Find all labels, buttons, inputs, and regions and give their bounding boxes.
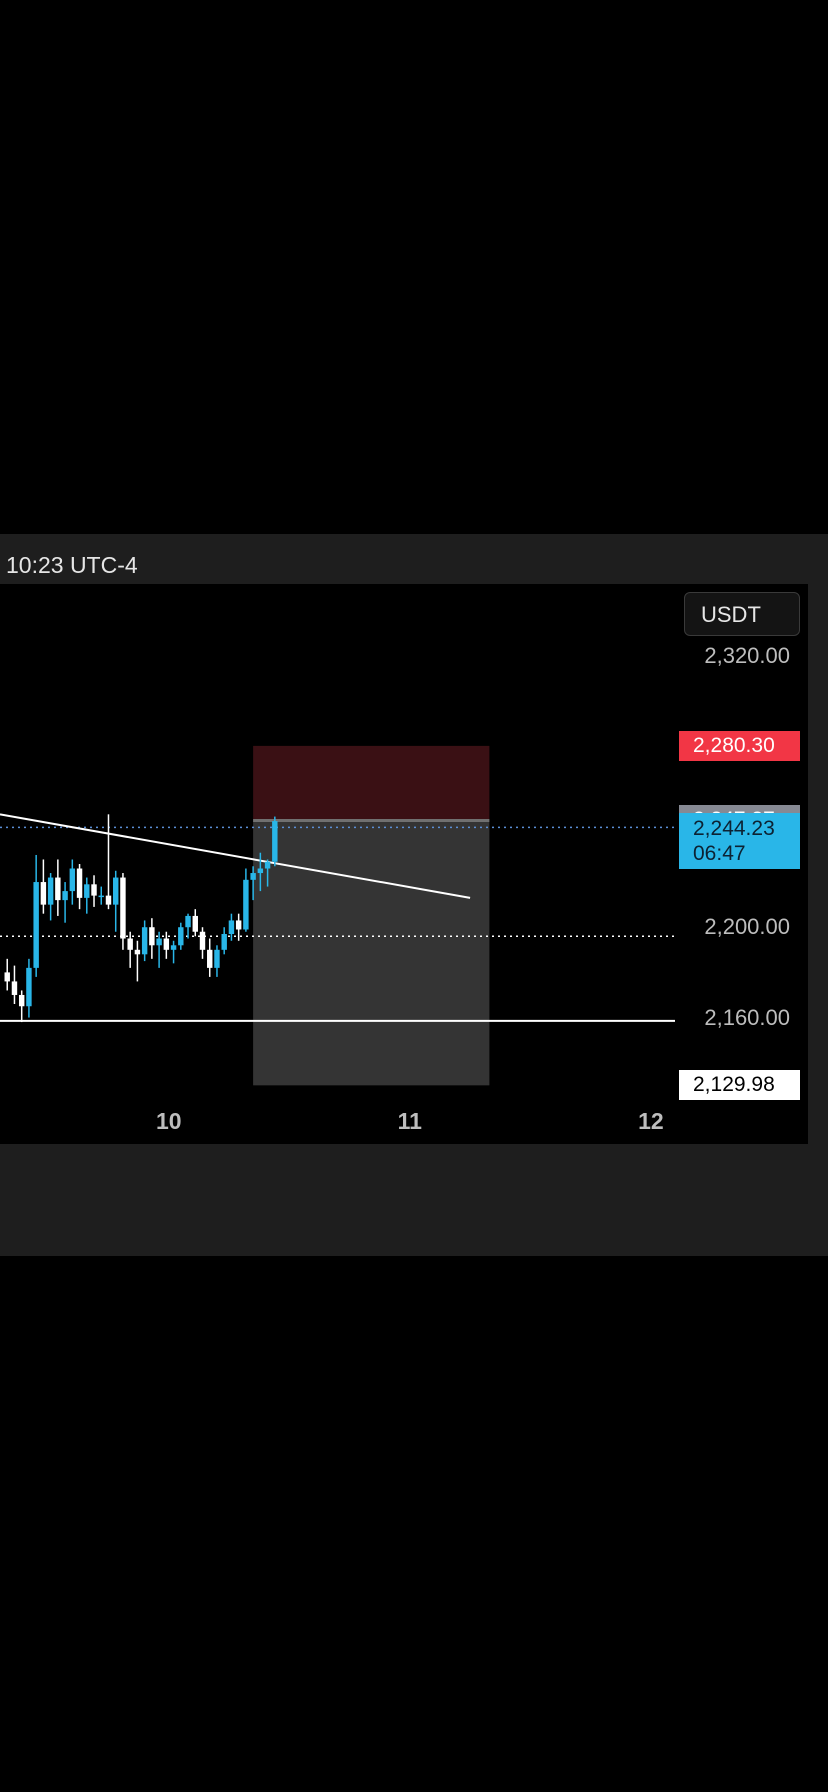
time-axis-tick: 11 bbox=[397, 1108, 422, 1134]
candle-countdown: 06:47 bbox=[693, 842, 746, 866]
candle-body bbox=[33, 882, 39, 968]
candle-body bbox=[228, 920, 235, 934]
candle-body bbox=[221, 934, 227, 950]
candle-body bbox=[11, 981, 18, 995]
candle-body bbox=[149, 927, 155, 946]
candle-body bbox=[113, 877, 119, 905]
chart-panel: 10:23 UTC-4 USDT 2,320.00 2,200.00 2,160… bbox=[0, 534, 828, 1256]
candle-body bbox=[257, 868, 264, 874]
candle-body bbox=[98, 895, 104, 898]
reward-zone bbox=[253, 820, 490, 1086]
stop-loss-price: 2,280.30 bbox=[693, 733, 775, 757]
chart-svg[interactable] bbox=[0, 584, 808, 1144]
price-tick-label: 2,160.00 bbox=[704, 1004, 790, 1030]
candle-body bbox=[207, 949, 213, 968]
candle-body bbox=[156, 938, 162, 946]
risk-zone bbox=[253, 745, 490, 821]
candle-body bbox=[55, 877, 61, 901]
candle-body bbox=[163, 938, 170, 950]
candle-body bbox=[250, 873, 256, 880]
candle-body bbox=[235, 920, 242, 930]
candle-body bbox=[40, 882, 47, 905]
candle-body bbox=[76, 868, 83, 898]
candle-body bbox=[120, 877, 126, 939]
candle-body bbox=[47, 877, 54, 905]
candle-body bbox=[243, 879, 249, 930]
target-price-badge: 2,129.98 bbox=[679, 1070, 800, 1101]
candle-body bbox=[26, 967, 32, 1007]
time-axis-tick: 10 bbox=[155, 1108, 182, 1134]
candle-body bbox=[91, 884, 97, 896]
current-price: 2,244.23 bbox=[693, 817, 775, 841]
candle-body bbox=[214, 949, 220, 968]
time-axis-tick: 12 bbox=[638, 1108, 664, 1134]
candle-body bbox=[62, 891, 68, 901]
candle-body bbox=[84, 884, 90, 898]
time-bar: 10:23 UTC-4 bbox=[0, 534, 828, 584]
candle-body bbox=[134, 949, 141, 955]
price-tick-label: 2,320.00 bbox=[704, 643, 790, 669]
currency-selector-button[interactable]: USDT bbox=[684, 592, 800, 636]
candle-body bbox=[105, 895, 112, 905]
candle-body bbox=[178, 927, 184, 946]
candle-body bbox=[18, 994, 25, 1007]
timezone-label: 10:23 UTC-4 bbox=[6, 552, 138, 578]
trendline bbox=[0, 813, 471, 899]
plot-area[interactable]: USDT 2,320.00 2,200.00 2,160.00 2,280.30… bbox=[0, 584, 808, 1144]
candle-body bbox=[272, 821, 278, 862]
price-tick-label: 2,200.00 bbox=[704, 914, 790, 940]
candle-body bbox=[185, 915, 191, 928]
candle-body bbox=[170, 945, 177, 950]
candle-body bbox=[192, 915, 198, 932]
candle-body bbox=[69, 868, 76, 892]
candle-body bbox=[127, 938, 133, 950]
candle-body bbox=[4, 972, 10, 982]
candle-body bbox=[264, 861, 271, 869]
current-price-badge: 2,244.23 06:47 bbox=[679, 813, 800, 870]
target-price: 2,129.98 bbox=[693, 1073, 775, 1097]
candle-body bbox=[199, 931, 206, 950]
stop-loss-price-badge: 2,280.30 bbox=[679, 730, 800, 761]
bottom-toolbar-area bbox=[0, 1144, 828, 1256]
candle-body bbox=[141, 927, 148, 955]
